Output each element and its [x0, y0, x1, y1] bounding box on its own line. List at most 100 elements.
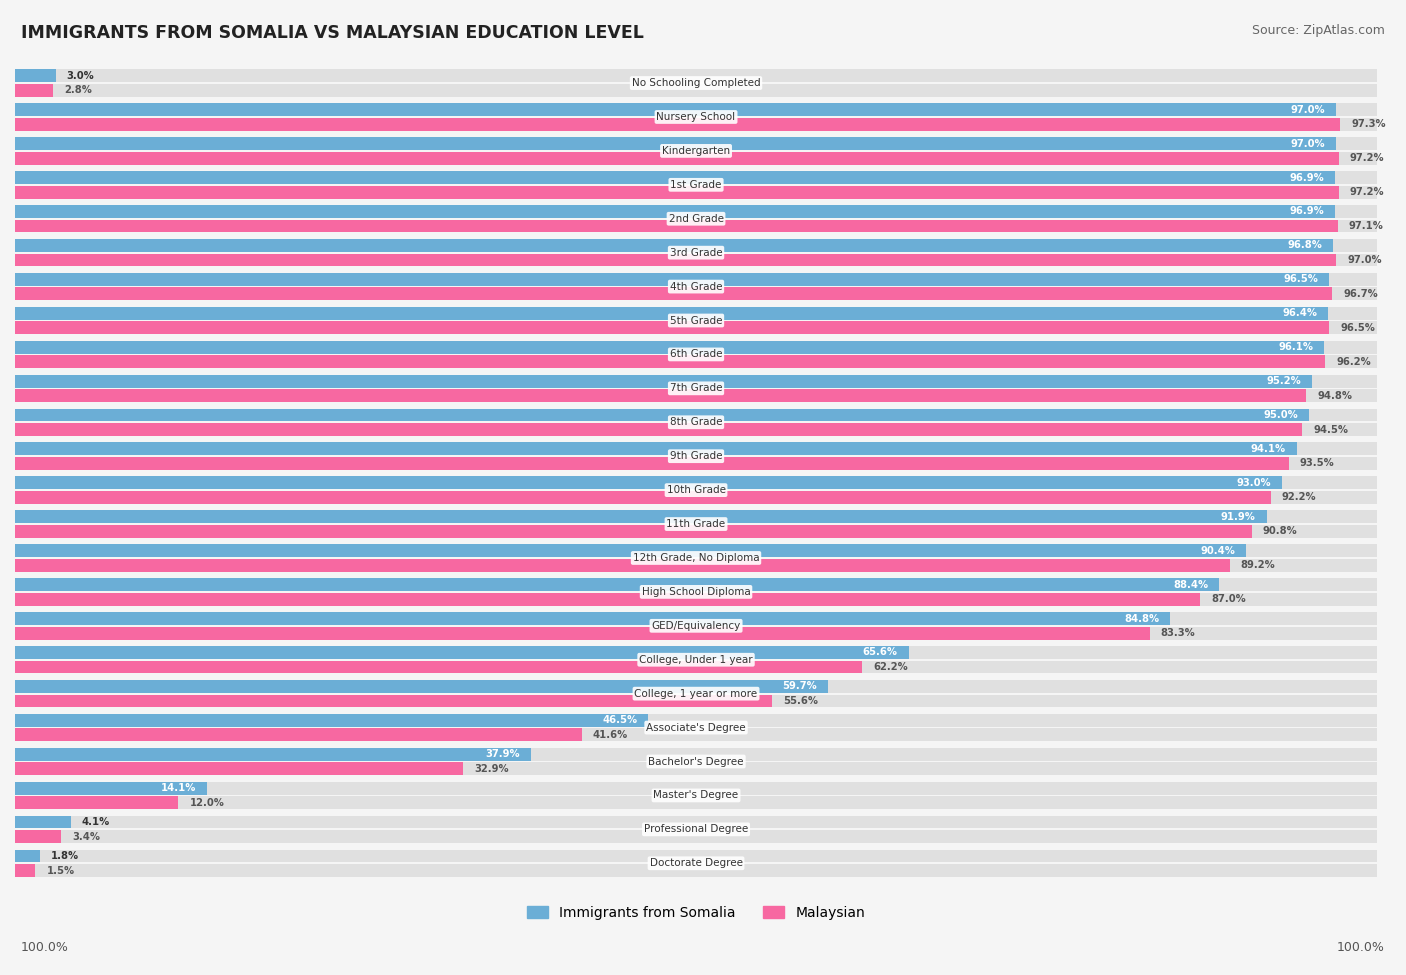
Text: 41.6%: 41.6%	[592, 730, 627, 740]
Bar	[15, 239, 1376, 252]
Bar	[15, 816, 70, 829]
Bar	[15, 409, 1376, 421]
Bar	[15, 288, 1376, 300]
Bar	[15, 219, 1337, 232]
Text: 62.2%: 62.2%	[873, 662, 908, 672]
Text: 97.3%: 97.3%	[1351, 119, 1386, 130]
Text: 4.1%: 4.1%	[82, 817, 110, 827]
Text: 90.8%: 90.8%	[1263, 526, 1298, 536]
Bar	[15, 219, 1376, 232]
Legend: Immigrants from Somalia, Malaysian: Immigrants from Somalia, Malaysian	[522, 901, 870, 925]
Text: 1st Grade: 1st Grade	[671, 179, 721, 190]
Bar	[15, 782, 1376, 795]
Text: 2nd Grade: 2nd Grade	[668, 214, 724, 223]
Text: 65.6%: 65.6%	[863, 647, 897, 657]
Text: 96.7%: 96.7%	[1343, 289, 1378, 299]
Text: 6th Grade: 6th Grade	[669, 349, 723, 360]
Text: 97.2%: 97.2%	[1350, 153, 1385, 163]
Bar	[15, 728, 1376, 741]
Bar	[15, 185, 1339, 199]
Bar	[15, 103, 1336, 116]
Bar	[15, 627, 1150, 640]
Bar	[15, 254, 1336, 266]
Bar	[15, 103, 1376, 116]
Text: Kindergarten: Kindergarten	[662, 146, 730, 156]
Bar	[15, 491, 1271, 504]
Text: GED/Equivalency: GED/Equivalency	[651, 621, 741, 631]
Bar	[15, 714, 648, 726]
Bar	[15, 205, 1376, 217]
Text: Doctorate Degree: Doctorate Degree	[650, 858, 742, 869]
Bar	[15, 544, 1376, 557]
Bar	[15, 374, 1312, 387]
Text: Master's Degree: Master's Degree	[654, 791, 738, 800]
Bar	[15, 389, 1376, 402]
Text: 97.0%: 97.0%	[1291, 104, 1326, 115]
Text: 94.8%: 94.8%	[1317, 391, 1353, 401]
Bar	[15, 680, 828, 693]
Text: 89.2%: 89.2%	[1241, 561, 1275, 570]
Text: 92.2%: 92.2%	[1282, 492, 1316, 502]
Text: 96.2%: 96.2%	[1336, 357, 1371, 367]
Bar	[15, 797, 1376, 809]
Text: No Schooling Completed: No Schooling Completed	[631, 78, 761, 88]
Bar	[15, 477, 1376, 489]
Bar	[15, 748, 1376, 760]
Text: 12.0%: 12.0%	[190, 798, 224, 807]
Bar	[15, 477, 1282, 489]
Text: 55.6%: 55.6%	[783, 696, 818, 706]
Text: High School Diploma: High School Diploma	[641, 587, 751, 597]
Bar	[15, 69, 56, 82]
Bar	[15, 694, 772, 708]
Bar	[15, 578, 1219, 591]
Bar	[15, 646, 1376, 659]
Text: 3.0%: 3.0%	[66, 71, 94, 81]
Bar	[15, 559, 1230, 571]
Text: 4th Grade: 4th Grade	[669, 282, 723, 292]
Bar	[15, 762, 463, 775]
Text: 94.1%: 94.1%	[1251, 444, 1286, 454]
Bar	[15, 443, 1376, 455]
Bar	[15, 782, 207, 795]
Bar	[15, 340, 1376, 354]
Bar	[15, 355, 1376, 369]
Text: 2.8%: 2.8%	[65, 86, 91, 96]
Text: Nursery School: Nursery School	[657, 112, 735, 122]
Bar	[15, 864, 1376, 877]
Bar	[15, 409, 1309, 421]
Bar	[15, 118, 1376, 131]
Text: 5th Grade: 5th Grade	[669, 316, 723, 326]
Text: 11th Grade: 11th Grade	[666, 519, 725, 529]
Text: Bachelor's Degree: Bachelor's Degree	[648, 757, 744, 766]
Text: 88.4%: 88.4%	[1173, 579, 1208, 590]
Bar	[15, 816, 1376, 829]
Bar	[15, 322, 1330, 334]
Text: 96.8%: 96.8%	[1288, 241, 1323, 251]
Bar	[15, 661, 862, 674]
Bar	[15, 273, 1330, 286]
Bar	[15, 340, 1324, 354]
Bar	[15, 423, 1302, 436]
Text: 96.9%: 96.9%	[1289, 207, 1324, 216]
Bar	[15, 627, 1376, 640]
Bar	[15, 849, 39, 863]
Bar	[15, 69, 1376, 82]
Bar	[15, 830, 1376, 843]
Text: 1.8%: 1.8%	[51, 851, 79, 861]
Bar	[15, 578, 1376, 591]
Text: 91.9%: 91.9%	[1220, 512, 1256, 522]
Text: 1.5%: 1.5%	[46, 866, 75, 876]
Bar	[15, 307, 1376, 320]
Bar	[15, 525, 1251, 538]
Bar	[15, 849, 1376, 863]
Text: 32.9%: 32.9%	[474, 763, 509, 774]
Bar	[15, 525, 1376, 538]
Text: Source: ZipAtlas.com: Source: ZipAtlas.com	[1251, 24, 1385, 37]
Bar	[15, 254, 1376, 266]
Text: 97.0%: 97.0%	[1347, 254, 1382, 265]
Bar	[15, 239, 1333, 252]
Bar	[15, 728, 582, 741]
Text: 12th Grade, No Diploma: 12th Grade, No Diploma	[633, 553, 759, 563]
Bar	[15, 288, 1331, 300]
Text: 3.4%: 3.4%	[72, 832, 100, 841]
